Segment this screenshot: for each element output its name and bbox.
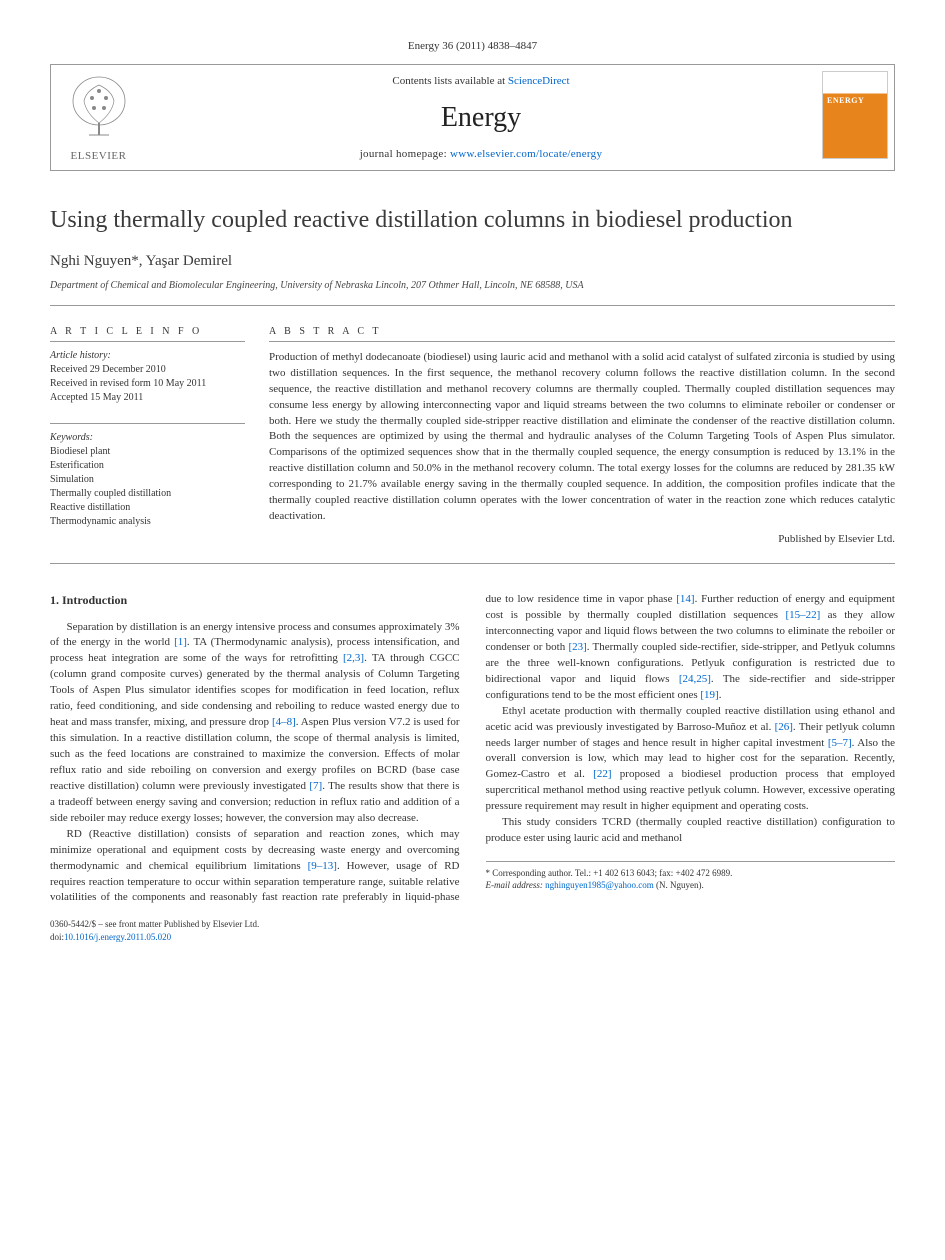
ref-link[interactable]: [9–13] [308,860,337,872]
accepted-date: Accepted 15 May 2011 [50,391,245,405]
sciencedirect-link[interactable]: ScienceDirect [508,75,570,87]
journal-homepage-line: journal homepage: www.elsevier.com/locat… [146,148,816,160]
revised-date: Received in revised form 10 May 2011 [50,377,245,391]
elsevier-logo: ELSEVIER [51,65,146,170]
ref-link[interactable]: [23] [568,641,586,653]
info-abstract-row: A R T I C L E I N F O Article history: R… [50,326,895,564]
email-label: E-mail address: [486,880,546,890]
keyword: Thermodynamic analysis [50,515,245,529]
ref-link[interactable]: [14] [676,593,694,605]
journal-homepage-link[interactable]: www.elsevier.com/locate/energy [450,148,602,160]
elsevier-tree-icon [64,73,134,148]
doi-link[interactable]: 10.1016/j.energy.2011.05.020 [64,932,171,942]
email-link[interactable]: nghinguyen1985@yahoo.com [545,880,654,890]
ref-link[interactable]: [15–22] [785,609,820,621]
citation-header: Energy 36 (2011) 4838–4847 [50,40,895,52]
keyword: Simulation [50,473,245,487]
ref-link[interactable]: [19] [700,689,718,701]
journal-header-box: ELSEVIER Contents lists available at Sci… [50,64,895,171]
received-date: Received 29 December 2010 [50,363,245,377]
email-footnote: E-mail address: nghinguyen1985@yahoo.com… [486,879,896,891]
article-info-header: A R T I C L E I N F O [50,326,245,342]
body-paragraph: Ethyl acetate production with thermally … [486,704,896,816]
elsevier-label: ELSEVIER [71,150,127,162]
abstract-text: Production of methyl dodecanoate (biodie… [269,350,895,525]
email-suffix: (N. Nguyen). [654,880,704,890]
keyword: Reactive distillation [50,501,245,515]
abstract-block: A B S T R A C T Production of methyl dod… [269,326,895,545]
abstract-header: A B S T R A C T [269,326,895,342]
journal-cover: ENERGY [816,65,894,170]
ref-link[interactable]: [1] [174,636,187,648]
ref-link[interactable]: [24,25] [679,673,711,685]
abstract-publisher: Published by Elsevier Ltd. [269,533,895,545]
body-columns: 1. Introduction Separation by distillati… [50,592,895,906]
keyword: Thermally coupled distillation [50,487,245,501]
body-text: This study considers TCRD (thermally cou… [486,816,896,844]
contents-prefix: Contents lists available at [392,75,507,87]
front-matter-line: 0360-5442/$ – see front matter Published… [50,918,895,930]
doi-label: doi: [50,932,64,942]
article-title: Using thermally coupled reactive distill… [50,206,895,235]
homepage-prefix: journal homepage: [360,148,450,160]
ref-link[interactable]: [26] [775,721,793,733]
keywords-header: Keywords: [50,432,245,443]
section-header-intro: 1. Introduction [50,592,460,609]
body-paragraph: Separation by distillation is an energy … [50,620,460,827]
ref-link[interactable]: [2,3] [343,652,364,664]
ref-link[interactable]: [22] [593,768,611,780]
body-text: . [719,689,722,701]
contents-available-line: Contents lists available at ScienceDirec… [146,75,816,87]
article-history-header: Article history: [50,350,245,361]
header-center: Contents lists available at ScienceDirec… [146,65,816,170]
body-paragraph: This study considers TCRD (thermally cou… [486,815,896,847]
keyword: Biodiesel plant [50,445,245,459]
authors: Nghi Nguyen*, Yaşar Demirel [50,253,895,270]
affiliation: Department of Chemical and Biomolecular … [50,280,895,306]
doi-line: doi:10.1016/j.energy.2011.05.020 [50,931,895,943]
article-info-block: A R T I C L E I N F O Article history: R… [50,326,245,545]
ref-link[interactable]: [7] [309,780,322,792]
corresponding-author-footnote: * Corresponding author. Tel.: +1 402 613… [486,867,896,879]
keyword: Esterification [50,459,245,473]
ref-link[interactable]: [4–8] [272,716,296,728]
footnote-block: * Corresponding author. Tel.: +1 402 613… [486,861,896,891]
footer-block: 0360-5442/$ – see front matter Published… [50,918,895,942]
keywords-block: Keywords: Biodiesel plant Esterification… [50,423,245,529]
journal-cover-thumbnail: ENERGY [822,71,888,159]
ref-link[interactable]: [5–7] [828,737,852,749]
journal-name: Energy [146,102,816,134]
